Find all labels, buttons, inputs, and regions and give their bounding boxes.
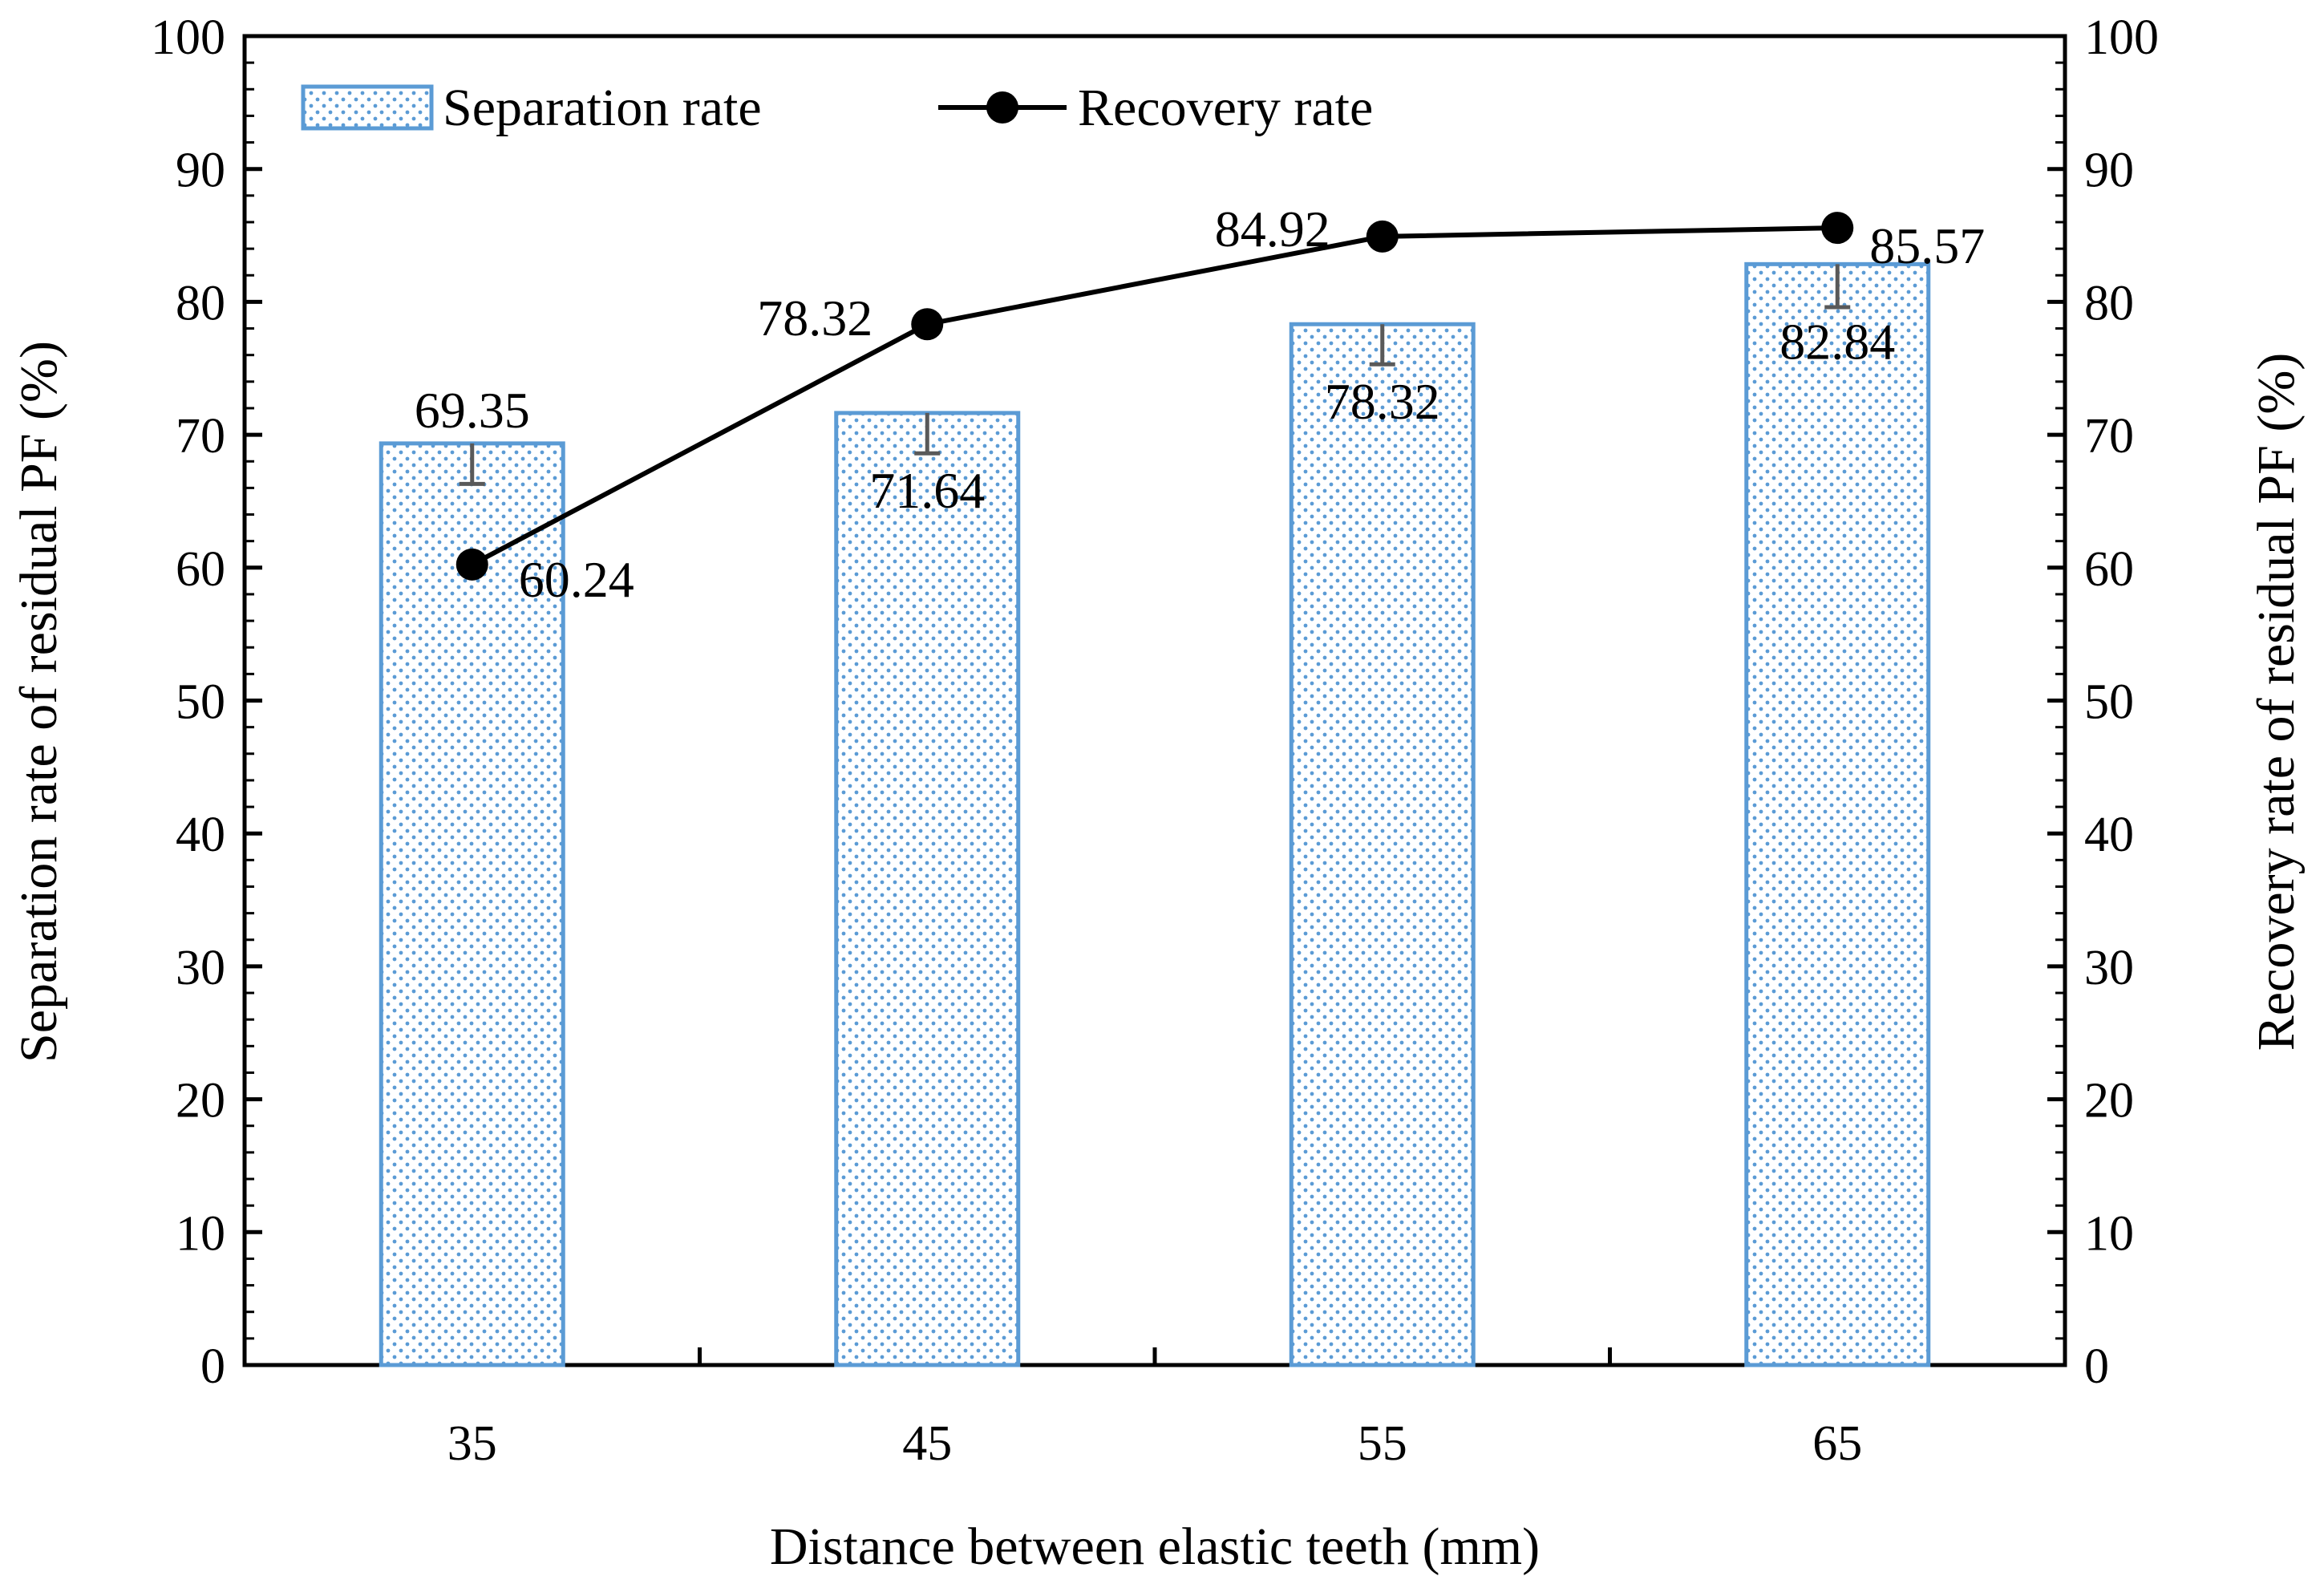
y-left-tick-label: 80 (176, 276, 225, 330)
y-right-tick-label: 70 (2084, 409, 2134, 464)
line-data-label: 84.92 (1215, 201, 1330, 257)
bar (1289, 322, 1476, 1367)
y-left-tick-label: 10 (176, 1206, 225, 1261)
legend-swatch-separation (301, 84, 434, 131)
y-right-tick-label: 20 (2084, 1074, 2134, 1128)
y-left-tick-label: 20 (176, 1074, 225, 1128)
bar-data-label: 78.32 (1325, 373, 1440, 430)
data-labels: 69.35 71.64 78.32 82.84 60.24 78.32 84.92 85.57 (415, 201, 1986, 608)
y-axis-left: 0 10 20 30 40 50 60 70 80 90 100 (151, 10, 262, 1394)
y-right-tick-label: 0 (2084, 1339, 2109, 1394)
x-axis: 35 45 55 65 (447, 1347, 1862, 1471)
y-axis-right-title: Recovery rate of residual PF (%) (2247, 353, 2306, 1051)
y-axis-left-title: Separation rate of residual PF (%) (10, 341, 68, 1063)
legend: Separation rate Recovery rate (301, 79, 1373, 137)
bar (834, 411, 1021, 1367)
line-data-label: 60.24 (519, 551, 634, 608)
x-tick-label: 45 (902, 1416, 952, 1471)
y-left-tick-label: 40 (176, 808, 225, 862)
x-tick-label: 65 (1812, 1416, 1862, 1471)
line-series (455, 212, 1854, 581)
y-left-tick-label: 70 (176, 409, 225, 464)
legend-label-recovery: Recovery rate (1078, 79, 1373, 137)
line-data-label: 78.32 (757, 290, 873, 346)
y-left-tick-label: 0 (200, 1339, 225, 1394)
y-left-tick-label: 60 (176, 542, 225, 597)
y-right-tick-label: 100 (2084, 10, 2159, 65)
y-left-tick-label: 30 (176, 941, 225, 995)
bar-data-label: 69.35 (415, 382, 530, 439)
bar-series (379, 261, 1931, 1367)
recovery-rate-marker (1821, 212, 1854, 245)
x-tick-label: 55 (1358, 1416, 1407, 1471)
y-right-tick-label: 50 (2084, 675, 2134, 730)
y-right-tick-label: 80 (2084, 276, 2134, 330)
recovery-rate-marker (455, 548, 488, 581)
y-right-tick-label: 10 (2084, 1206, 2134, 1261)
recovery-rate-marker (1366, 220, 1399, 253)
bar-data-label: 82.84 (1779, 313, 1895, 370)
y-left-tick-label: 50 (176, 675, 225, 730)
bar-data-label: 71.64 (869, 462, 985, 519)
x-tick-label: 35 (447, 1416, 497, 1471)
y-right-tick-label: 30 (2084, 941, 2134, 995)
y-axis-right: 0 10 20 30 40 50 60 70 80 90 100 (2047, 10, 2159, 1394)
y-right-tick-label: 40 (2084, 808, 2134, 862)
legend-swatch-recovery-marker (986, 91, 1018, 124)
bar (1744, 261, 1931, 1367)
y-right-tick-label: 90 (2084, 144, 2134, 198)
recovery-rate-line (471, 225, 1838, 567)
legend-label-separation: Separation rate (443, 79, 762, 137)
line-data-label: 85.57 (1869, 217, 1985, 274)
y-right-tick-label: 60 (2084, 542, 2134, 597)
recovery-rate-marker (911, 308, 944, 341)
bar (379, 441, 565, 1367)
y-left-tick-label: 90 (176, 144, 225, 198)
y-left-tick-label: 100 (151, 10, 225, 65)
x-axis-title: Distance between elastic teeth (mm) (770, 1517, 1540, 1576)
error-bars (459, 264, 1851, 486)
